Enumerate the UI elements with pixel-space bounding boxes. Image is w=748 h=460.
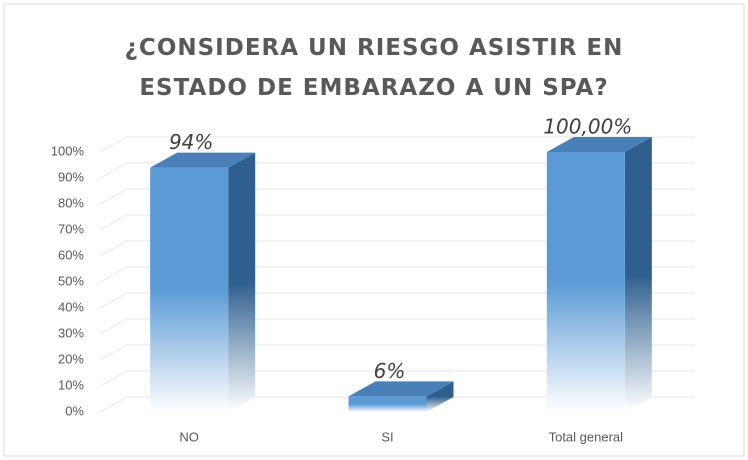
bar-side <box>624 137 652 412</box>
bar <box>348 396 427 412</box>
value-label: 94% <box>169 130 213 154</box>
bar-side <box>426 381 454 412</box>
y-tick-label: 80% <box>58 195 84 210</box>
chart-title: ¿CONSIDERA UN RIESGO ASISTIR EN ESTADO D… <box>124 35 624 101</box>
grid-line <box>99 266 128 283</box>
y-tick-label: 70% <box>58 221 84 236</box>
grid-line <box>99 214 128 231</box>
grid-line <box>99 318 128 335</box>
value-label: 100,00% <box>543 115 632 139</box>
bar <box>150 167 229 412</box>
value-label: 6% <box>374 359 406 383</box>
grid-line <box>99 240 128 257</box>
y-tick-label: 90% <box>58 169 84 184</box>
grid-line <box>99 188 128 205</box>
y-tick-label: 100% <box>51 143 85 158</box>
y-tick-label: 20% <box>58 351 84 366</box>
y-tick-label: 60% <box>58 247 84 262</box>
bar-side <box>228 152 256 412</box>
bar-top <box>348 381 454 397</box>
y-tick-label: 30% <box>58 325 84 340</box>
bar-top <box>546 137 652 152</box>
grid-line <box>99 292 128 309</box>
bar-top <box>150 152 256 168</box>
grid-line <box>99 136 128 153</box>
x-tick-label: SI <box>381 429 393 444</box>
x-tick-label: Total general <box>549 429 624 444</box>
border <box>3 3 745 457</box>
grid-line <box>99 396 128 413</box>
grid-line <box>99 162 128 179</box>
bar <box>546 152 625 412</box>
grid-line <box>99 344 128 361</box>
y-tick-label: 10% <box>58 377 84 392</box>
grid-line <box>99 370 128 387</box>
y-tick-label: 40% <box>58 299 84 314</box>
y-tick-label: 0% <box>65 403 84 418</box>
y-tick-label: 50% <box>58 273 84 288</box>
x-tick-label: NO <box>179 429 199 444</box>
